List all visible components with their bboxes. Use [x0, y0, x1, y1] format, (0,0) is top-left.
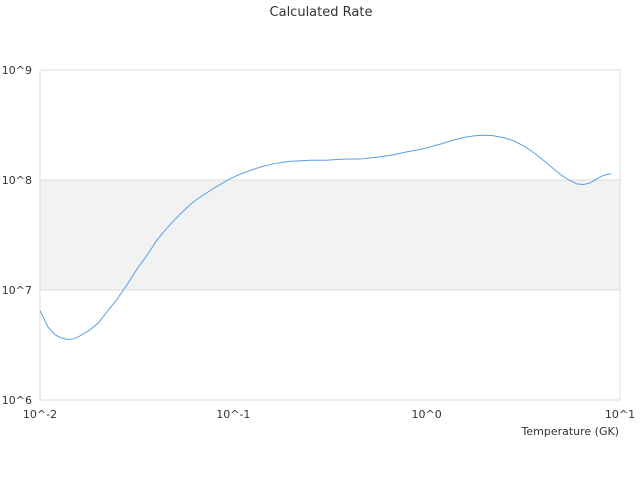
grid-band: [40, 180, 620, 290]
x-tick-label: 10^0: [412, 408, 442, 421]
y-tick-label: 10^9: [2, 64, 32, 77]
y-tick-label: 10^7: [2, 284, 32, 297]
y-tick-label: 10^6: [2, 394, 32, 407]
y-tick-label: 10^8: [2, 174, 32, 187]
rate-series-line: [39, 134, 612, 340]
x-axis-label: Temperature (GK): [521, 425, 620, 438]
chart-title: Calculated Rate: [270, 5, 373, 20]
x-tick-label: 10^-1: [216, 408, 250, 421]
x-tick-label: 10^1: [605, 408, 635, 421]
x-tick-label: 10^-2: [23, 408, 57, 421]
